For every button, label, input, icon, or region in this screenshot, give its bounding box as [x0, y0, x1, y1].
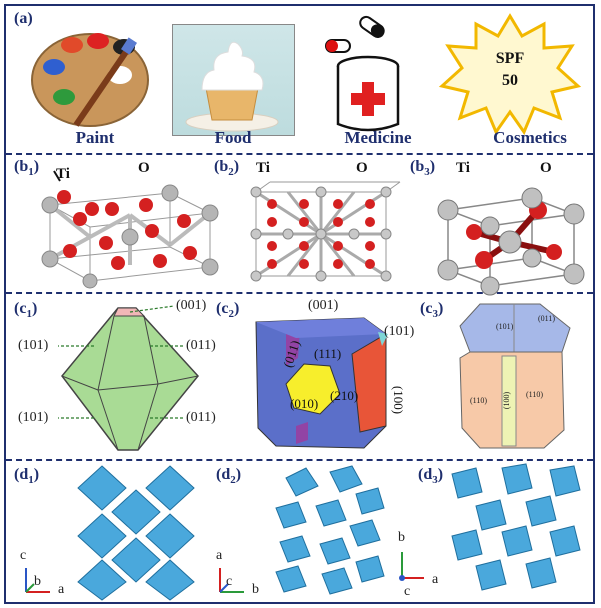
panel-label-c1: (c1) — [14, 300, 38, 321]
divider — [6, 153, 593, 155]
axis-label-b: b — [398, 530, 405, 545]
anatase-structure — [250, 181, 401, 282]
panel-label-b2: (b2) — [214, 158, 240, 179]
anatase-crystal-shape — [58, 305, 199, 451]
cupcake-icon — [185, 41, 279, 132]
caption-medicine: Medicine — [344, 128, 412, 147]
facet-label: (110) — [470, 396, 488, 405]
panel-label-d1: (d1) — [14, 466, 40, 487]
rutile-crystal-shape — [459, 303, 571, 449]
facet-label: (111) — [314, 346, 342, 361]
divider — [6, 459, 593, 461]
facet-label: (100) — [391, 385, 407, 415]
spf-text: SPF — [495, 50, 525, 67]
facet-label: (011) — [538, 314, 556, 323]
facet-label: (001) — [308, 298, 339, 313]
octahedra-chain-d1 — [77, 465, 195, 601]
panel-label-c3: (c3) — [420, 300, 444, 321]
caption-food: Food — [214, 128, 252, 147]
axis-label-c: c — [226, 574, 233, 589]
o-label-b2: O — [356, 160, 368, 176]
ti-label-b1: Ti — [56, 166, 70, 182]
panel-label-c2: (c2) — [216, 300, 240, 321]
axis-label-a: a — [216, 548, 223, 563]
ti-label-b3: Ti — [456, 160, 470, 176]
facet-label: (110) — [526, 390, 544, 399]
facet-label: (011) — [186, 338, 216, 353]
caption-paint: Paint — [75, 128, 115, 147]
caption-cosmetics: Cosmetics — [493, 128, 567, 147]
facet-label: (001) — [176, 298, 207, 313]
brookite-crystal-shape — [255, 317, 388, 449]
facet-label: (100) — [502, 391, 512, 410]
medicine-icon — [325, 15, 400, 132]
facet-label: (210) — [330, 388, 359, 403]
divider — [6, 292, 593, 294]
facet-label: (101) — [18, 338, 49, 353]
axes-icon-d2 — [219, 568, 244, 593]
spf-value: 50 — [502, 72, 518, 89]
panel-label-a: (a) — [14, 10, 33, 27]
o-label-b1: O — [138, 160, 150, 176]
facet-label: (101) — [496, 322, 514, 331]
axes-icon-d1 — [25, 568, 50, 593]
axis-label-c: c — [20, 548, 27, 563]
facet-label: (011) — [186, 410, 216, 425]
ti-label-b2: Ti — [256, 160, 270, 176]
panel-label-b3: (b3) — [410, 158, 436, 179]
facet-label: (010) — [290, 396, 319, 411]
octahedra-network-d2 — [275, 465, 385, 595]
rutile-structure — [41, 170, 219, 289]
axis-label-b: b — [252, 582, 259, 597]
facet-label: (101) — [384, 324, 415, 339]
octahedra-network-d3 — [451, 463, 581, 591]
unit-cell-structure — [437, 187, 585, 296]
panel-label-d2: (d2) — [216, 466, 242, 487]
panel-label-d3: (d3) — [418, 466, 444, 487]
axes-icon-d3 — [399, 552, 424, 581]
axis-label-a: a — [432, 572, 439, 587]
axis-label-a: a — [58, 582, 65, 597]
panel-label-b1: (b1) — [14, 158, 40, 179]
o-label-b3: O — [540, 160, 552, 176]
paint-palette-icon — [31, 33, 149, 127]
spf-starburst-icon — [438, 13, 582, 136]
facet-label: (101) — [18, 410, 49, 425]
axis-label-c: c — [404, 584, 411, 599]
axis-label-b: b — [34, 574, 41, 589]
